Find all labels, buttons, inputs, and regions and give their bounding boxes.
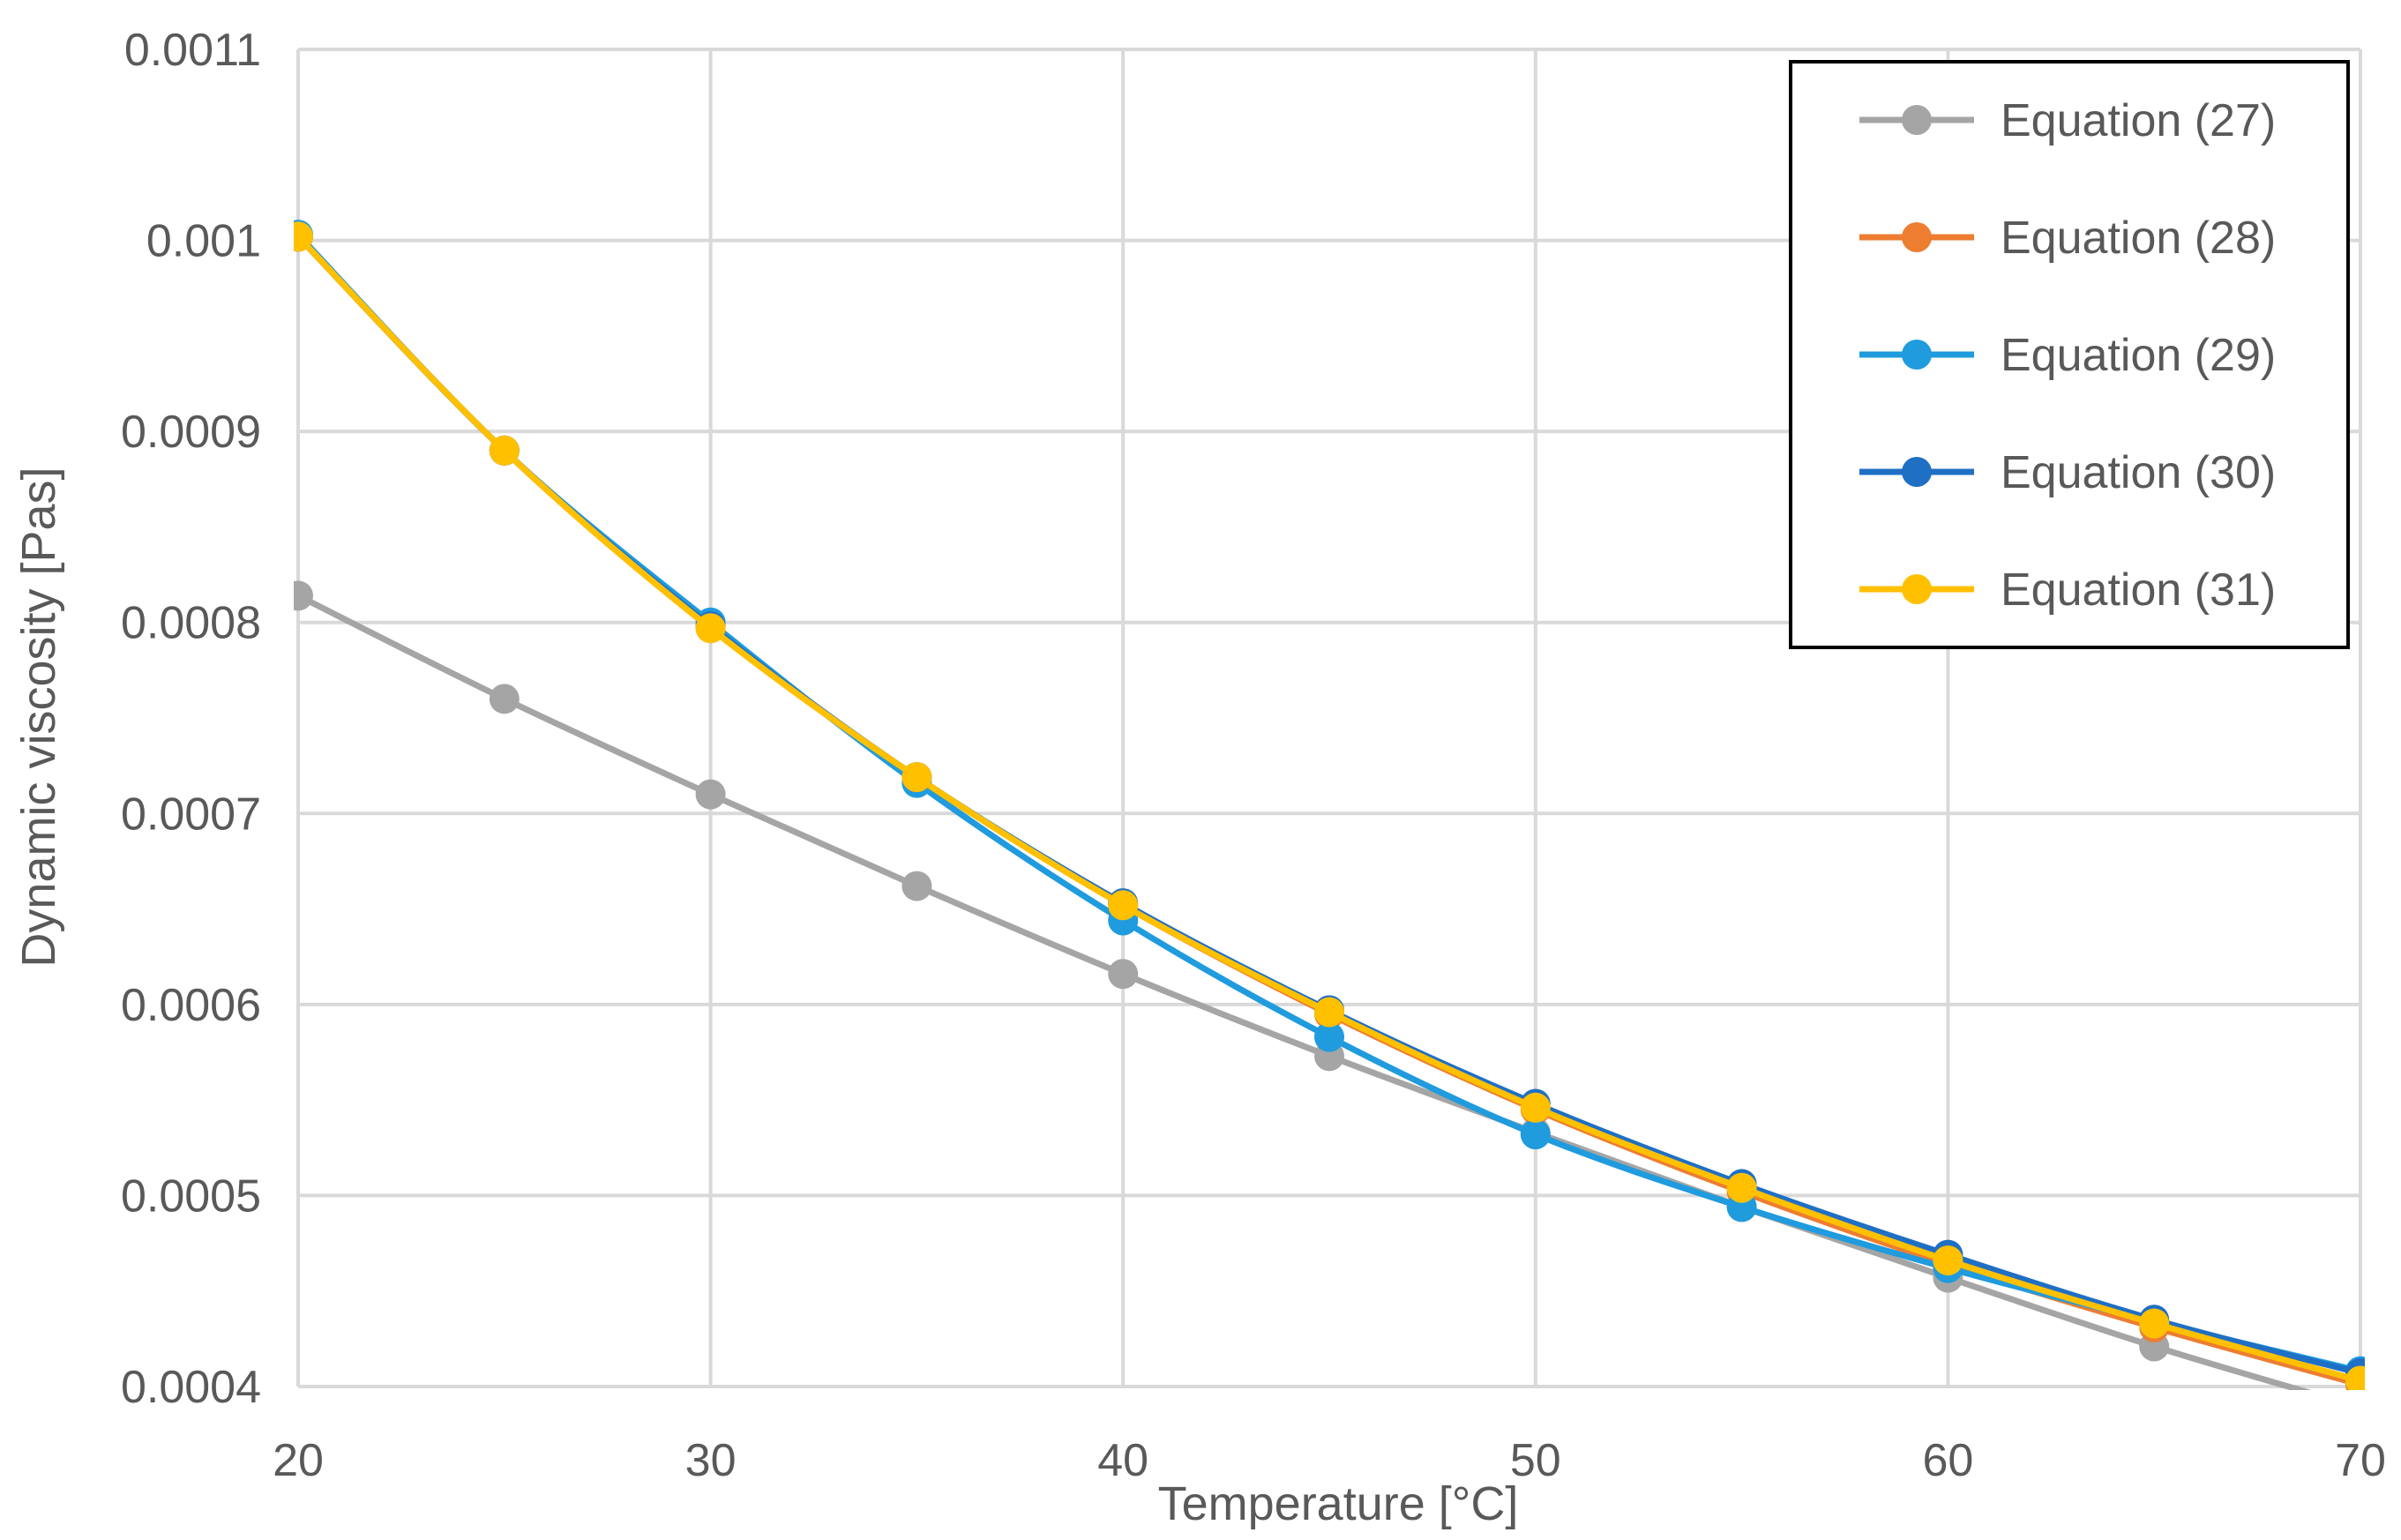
y-tick-label: 0.0008 [121, 598, 261, 649]
x-tick-label: 40 [1097, 1435, 1148, 1486]
grid [296, 48, 2362, 1388]
x-tick-label: 70 [2335, 1435, 2386, 1486]
x-axis-title: Temperature [°C] [1158, 1477, 1519, 1530]
legend-item: Equation (27) [1859, 95, 2276, 146]
legend-marker [1902, 574, 1932, 604]
data-point [1933, 1245, 1963, 1276]
y-tick-label: 0.001 [146, 216, 261, 267]
x-tick-label: 30 [685, 1435, 737, 1486]
y-tick-label: 0.0011 [124, 25, 261, 76]
x-tick-label: 20 [273, 1435, 324, 1486]
tick-labels: 0.0004 0.0005 0.0006 0.0007 0.0008 0.0009 0.00… [121, 25, 2386, 1486]
data-point [2345, 1365, 2365, 1390]
legend-marker [1902, 340, 1932, 370]
data-point [489, 684, 520, 714]
data-point [1520, 1119, 1551, 1150]
data-point [695, 779, 726, 810]
x-tick-label: 50 [1510, 1435, 1561, 1486]
data-point [2139, 1308, 2170, 1339]
y-tick-label: 0.0004 [121, 1362, 261, 1413]
data-point [1726, 1172, 1757, 1203]
legend-label: Equation (28) [2001, 213, 2276, 264]
y-axis-title: Dynamic viscosity [Pas] [12, 467, 65, 967]
data-point [1108, 890, 1139, 921]
data-point [2345, 1393, 2375, 1423]
legend-label: Equation (27) [2001, 95, 2276, 146]
data-point [1314, 1021, 1344, 1052]
data-point [294, 580, 313, 611]
y-tick-label: 0.0005 [121, 1170, 261, 1222]
x-tick-label: 60 [1922, 1435, 1973, 1486]
data-point [901, 871, 932, 901]
legend-item: Equation (28) [1859, 213, 2276, 264]
legend-item: Equation (30) [1859, 447, 2276, 498]
legend-item: Equation (31) [1859, 564, 2276, 616]
data-point [695, 613, 726, 644]
legend-marker [1902, 457, 1932, 487]
legend-marker [1902, 222, 1932, 252]
data-point [901, 762, 932, 793]
data-point [1108, 959, 1139, 990]
legend-label: Equation (30) [2001, 447, 2276, 498]
legend-label: Equation (29) [2001, 330, 2276, 381]
data-point [1520, 1092, 1551, 1123]
legend-marker [1902, 105, 1932, 135]
y-tick-label: 0.0007 [121, 789, 261, 840]
y-tick-label: 0.0009 [121, 407, 261, 458]
y-tick-label: 0.0006 [121, 980, 261, 1031]
series-group [294, 220, 2375, 1423]
legend-label: Equation (31) [2001, 564, 2276, 616]
data-point [294, 221, 313, 252]
series-line [295, 234, 2361, 1384]
series-5 [294, 221, 2365, 1390]
legend-item: Equation (29) [1859, 330, 2276, 381]
legend: Equation (27) Equation (28) Equation (29) E… [1789, 60, 2350, 649]
data-point [489, 435, 520, 466]
data-point [1314, 997, 1344, 1028]
